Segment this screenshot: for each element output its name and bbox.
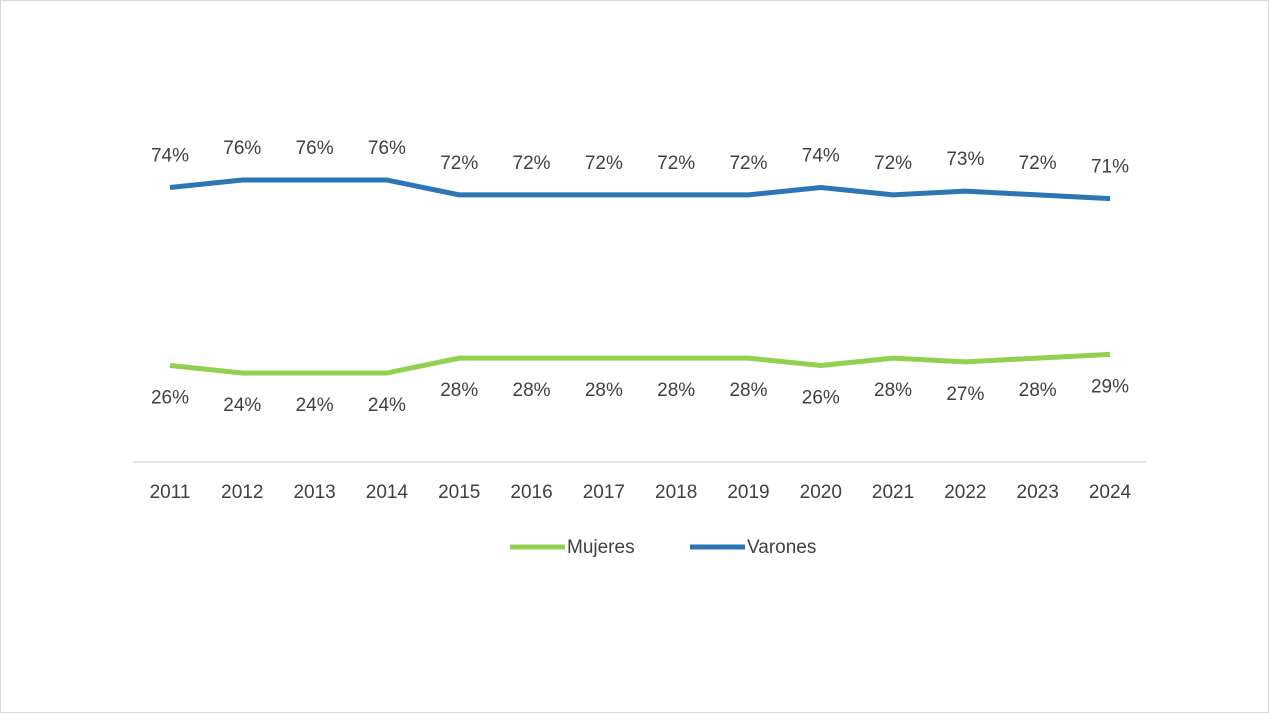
x-tick-label: 2021	[872, 482, 914, 503]
x-tick-label: 2018	[655, 482, 697, 503]
series-line	[169, 351, 1111, 376]
data-label: 28%	[657, 380, 695, 401]
x-tick-label: 2019	[727, 482, 769, 503]
data-label: 24%	[223, 395, 261, 416]
data-label: 72%	[1019, 153, 1057, 174]
data-label: 24%	[296, 395, 334, 416]
data-label: 28%	[729, 380, 767, 401]
data-label: 27%	[946, 384, 984, 405]
series-line	[169, 177, 1111, 202]
legend-label: Mujeres	[567, 537, 635, 558]
data-label: 26%	[802, 388, 840, 409]
data-label: 72%	[657, 153, 695, 174]
data-label: 28%	[1019, 380, 1057, 401]
x-tick-label: 2014	[366, 482, 409, 503]
data-label: 29%	[1091, 376, 1129, 397]
x-tick-label: 2012	[221, 482, 263, 503]
data-label: 72%	[440, 153, 478, 174]
data-label: 72%	[513, 153, 551, 174]
x-tick-label: 2022	[944, 482, 986, 503]
data-label: 28%	[513, 380, 551, 401]
data-label: 76%	[223, 138, 261, 159]
data-label: 76%	[368, 138, 406, 159]
x-tick-label: 2013	[293, 482, 335, 503]
data-label: 28%	[440, 380, 478, 401]
x-tick-label: 2017	[583, 482, 625, 503]
x-tick-label: 2015	[438, 482, 480, 503]
data-label: 24%	[368, 395, 406, 416]
x-tick-label: 2016	[510, 482, 552, 503]
data-label: 71%	[1091, 157, 1129, 178]
x-tick-label: 2020	[800, 482, 842, 503]
data-label: 28%	[585, 380, 623, 401]
data-label: 76%	[296, 138, 334, 159]
data-label: 26%	[151, 388, 189, 409]
x-tick-label: 2023	[1017, 482, 1059, 503]
data-label: 72%	[585, 153, 623, 174]
data-label: 72%	[729, 153, 767, 174]
data-label: 74%	[151, 145, 189, 166]
x-tick-label: 2011	[150, 482, 191, 503]
x-tick-label: 2024	[1089, 482, 1132, 503]
legend-label: Varones	[747, 537, 816, 558]
data-label: 73%	[946, 149, 984, 170]
data-label: 74%	[802, 145, 840, 166]
data-label: 72%	[874, 153, 912, 174]
data-label: 28%	[874, 380, 912, 401]
